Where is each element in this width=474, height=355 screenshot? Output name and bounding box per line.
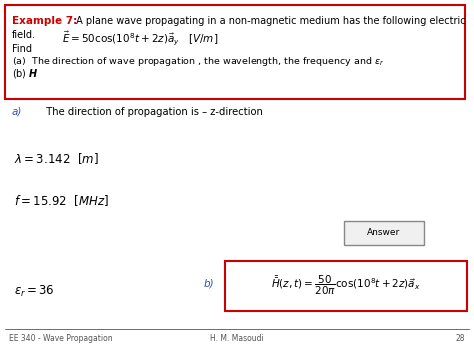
Text: $\varepsilon_r = 36$: $\varepsilon_r = 36$ xyxy=(14,284,55,299)
Text: $\bar{\bar{H}}(z,t) = \dfrac{50}{20\pi}\cos\!\left(10^8 t + 2z\right)\vec{a}_x$: $\bar{\bar{H}}(z,t) = \dfrac{50}{20\pi}\… xyxy=(271,274,421,297)
Text: $\lambda = 3.142 \ \ [m]$: $\lambda = 3.142 \ \ [m]$ xyxy=(14,151,99,166)
Text: Answer: Answer xyxy=(367,228,401,237)
Text: a): a) xyxy=(12,106,22,116)
Text: field.: field. xyxy=(12,30,36,40)
FancyBboxPatch shape xyxy=(225,261,467,311)
Text: Example 7:: Example 7: xyxy=(12,16,77,26)
Text: The direction of propagation is – z-direction: The direction of propagation is – z-dire… xyxy=(40,106,263,116)
Text: A plane wave propagating in a non-magnetic medium has the following electric: A plane wave propagating in a non-magnet… xyxy=(73,16,466,26)
Text: H. M. Masoudi: H. M. Masoudi xyxy=(210,334,264,343)
Text: EE 340 - Wave Propagation: EE 340 - Wave Propagation xyxy=(9,334,113,343)
Text: $\vec{E} = 50\cos(10^8 t + 2z)\vec{a}_y \quad [V/m]$: $\vec{E} = 50\cos(10^8 t + 2z)\vec{a}_y … xyxy=(62,29,218,47)
FancyBboxPatch shape xyxy=(344,221,424,245)
Text: $f = 15.92 \ \ [MHz]$: $f = 15.92 \ \ [MHz]$ xyxy=(14,193,109,208)
Text: 28: 28 xyxy=(455,334,465,343)
FancyBboxPatch shape xyxy=(5,5,465,99)
Text: (b) $\boldsymbol{H}$: (b) $\boldsymbol{H}$ xyxy=(12,67,39,81)
Text: (a)  The direction of wave propagation , the wavelength, the frequency and $\var: (a) The direction of wave propagation , … xyxy=(12,55,384,68)
Text: Find: Find xyxy=(12,44,32,54)
Text: b): b) xyxy=(204,279,214,289)
